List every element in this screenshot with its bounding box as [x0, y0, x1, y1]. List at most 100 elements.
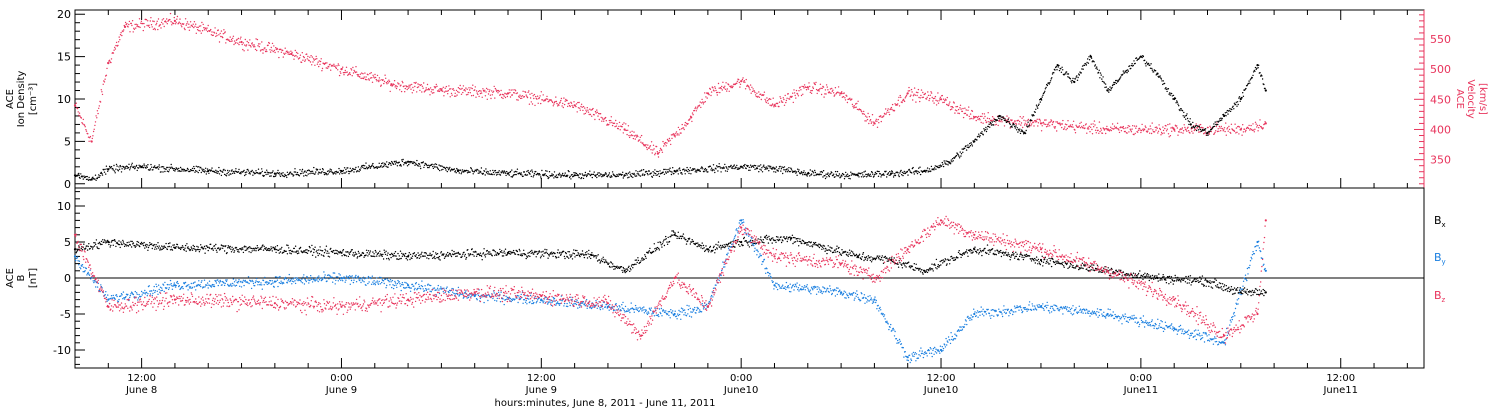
velocity-sample — [1030, 123, 1033, 125]
bx-sample — [369, 252, 371, 254]
velocity-sample — [1249, 128, 1252, 130]
velocity-sample — [386, 83, 388, 85]
velocity-sample — [1091, 133, 1094, 135]
velocity-sample — [969, 113, 972, 115]
velocity-sample — [275, 47, 277, 49]
bx-sample — [627, 266, 630, 269]
bx-sample — [657, 241, 659, 244]
velocity-sample — [325, 62, 327, 64]
density-sample — [998, 117, 1000, 120]
velocity-sample — [1182, 132, 1184, 134]
density-sample — [985, 130, 988, 133]
bx-sample — [425, 252, 427, 254]
density-sample — [294, 168, 296, 170]
density-sample — [478, 170, 480, 172]
density-sample — [296, 173, 298, 176]
velocity-sample — [1162, 129, 1165, 132]
density-sample — [244, 174, 246, 177]
density-sample — [1087, 58, 1089, 60]
density-sample — [627, 177, 629, 179]
velocity-sample — [365, 76, 367, 78]
velocity-sample — [917, 88, 920, 91]
velocity-sample — [839, 94, 841, 96]
density-sample — [105, 165, 108, 167]
bx-sample — [355, 253, 358, 255]
density-sample — [1160, 77, 1162, 79]
panel-top-x-minor-ticks — [74, 10, 1408, 188]
velocity-sample — [362, 77, 365, 80]
density-sample — [1263, 83, 1265, 86]
velocity-sample — [999, 120, 1001, 123]
tick-label-left-bottom: 5 — [64, 236, 71, 249]
velocity-sample — [1098, 121, 1101, 123]
bx-sample — [653, 243, 655, 245]
velocity-sample — [1084, 127, 1086, 129]
velocity-sample — [562, 106, 564, 109]
bx-sample — [86, 245, 88, 247]
density-sample — [521, 174, 523, 176]
bx-sample — [96, 246, 98, 248]
velocity-sample — [1165, 125, 1167, 127]
velocity-sample — [1029, 121, 1032, 123]
bx-sample — [463, 251, 465, 253]
bx-sample — [100, 240, 103, 243]
density-sample — [245, 173, 247, 176]
velocity-sample — [120, 32, 122, 34]
density-sample — [150, 163, 152, 166]
velocity-sample — [98, 105, 101, 107]
velocity-sample — [429, 94, 431, 96]
velocity-sample — [959, 104, 962, 107]
density-sample — [672, 167, 674, 169]
density-sample — [496, 171, 498, 174]
velocity-sample — [749, 89, 751, 91]
density-sample — [1104, 86, 1106, 89]
density-sample — [930, 165, 933, 168]
velocity-sample — [1145, 126, 1147, 129]
density-sample — [120, 171, 123, 173]
velocity-sample — [264, 50, 267, 53]
density-sample — [585, 175, 588, 178]
bx-sample — [418, 257, 421, 259]
bx-sample — [608, 262, 610, 264]
density-sample — [1069, 78, 1072, 80]
bx-sample — [135, 243, 138, 245]
velocity-sample — [589, 113, 592, 116]
density-sample — [719, 167, 722, 169]
density-sample — [1136, 59, 1138, 62]
bx-sample — [315, 251, 317, 253]
velocity-point — [173, 19, 176, 22]
density-sample — [586, 174, 588, 176]
density-sample — [125, 167, 127, 170]
velocity-sample — [976, 116, 979, 119]
velocity-sample — [126, 23, 128, 25]
velocity-sample — [1006, 115, 1008, 117]
density-sample — [760, 164, 762, 166]
velocity-sample — [302, 55, 305, 58]
bx-sample — [188, 247, 190, 250]
density-sample — [458, 169, 460, 171]
density-sample — [1001, 118, 1003, 121]
density-sample — [118, 166, 120, 168]
velocity-sample — [894, 103, 896, 105]
density-sample — [695, 171, 698, 173]
velocity-sample — [294, 49, 296, 52]
density-sample — [845, 174, 848, 176]
density-sample — [196, 166, 199, 168]
density-sample — [548, 171, 551, 173]
velocity-sample — [295, 54, 297, 57]
velocity-sample — [646, 148, 648, 151]
velocity-sample — [1086, 128, 1089, 130]
density-sample — [533, 173, 536, 175]
density-sample — [286, 176, 288, 179]
velocity-sample — [409, 86, 411, 88]
velocity-sample — [374, 73, 376, 76]
velocity-sample — [454, 92, 456, 95]
velocity-sample — [145, 19, 148, 21]
density-sample — [758, 171, 760, 173]
density-sample — [772, 166, 774, 168]
density-sample — [117, 170, 120, 172]
density-sample — [689, 167, 691, 169]
density-sample — [581, 173, 583, 175]
velocity-sample — [375, 78, 377, 81]
bx-sample — [479, 254, 481, 257]
